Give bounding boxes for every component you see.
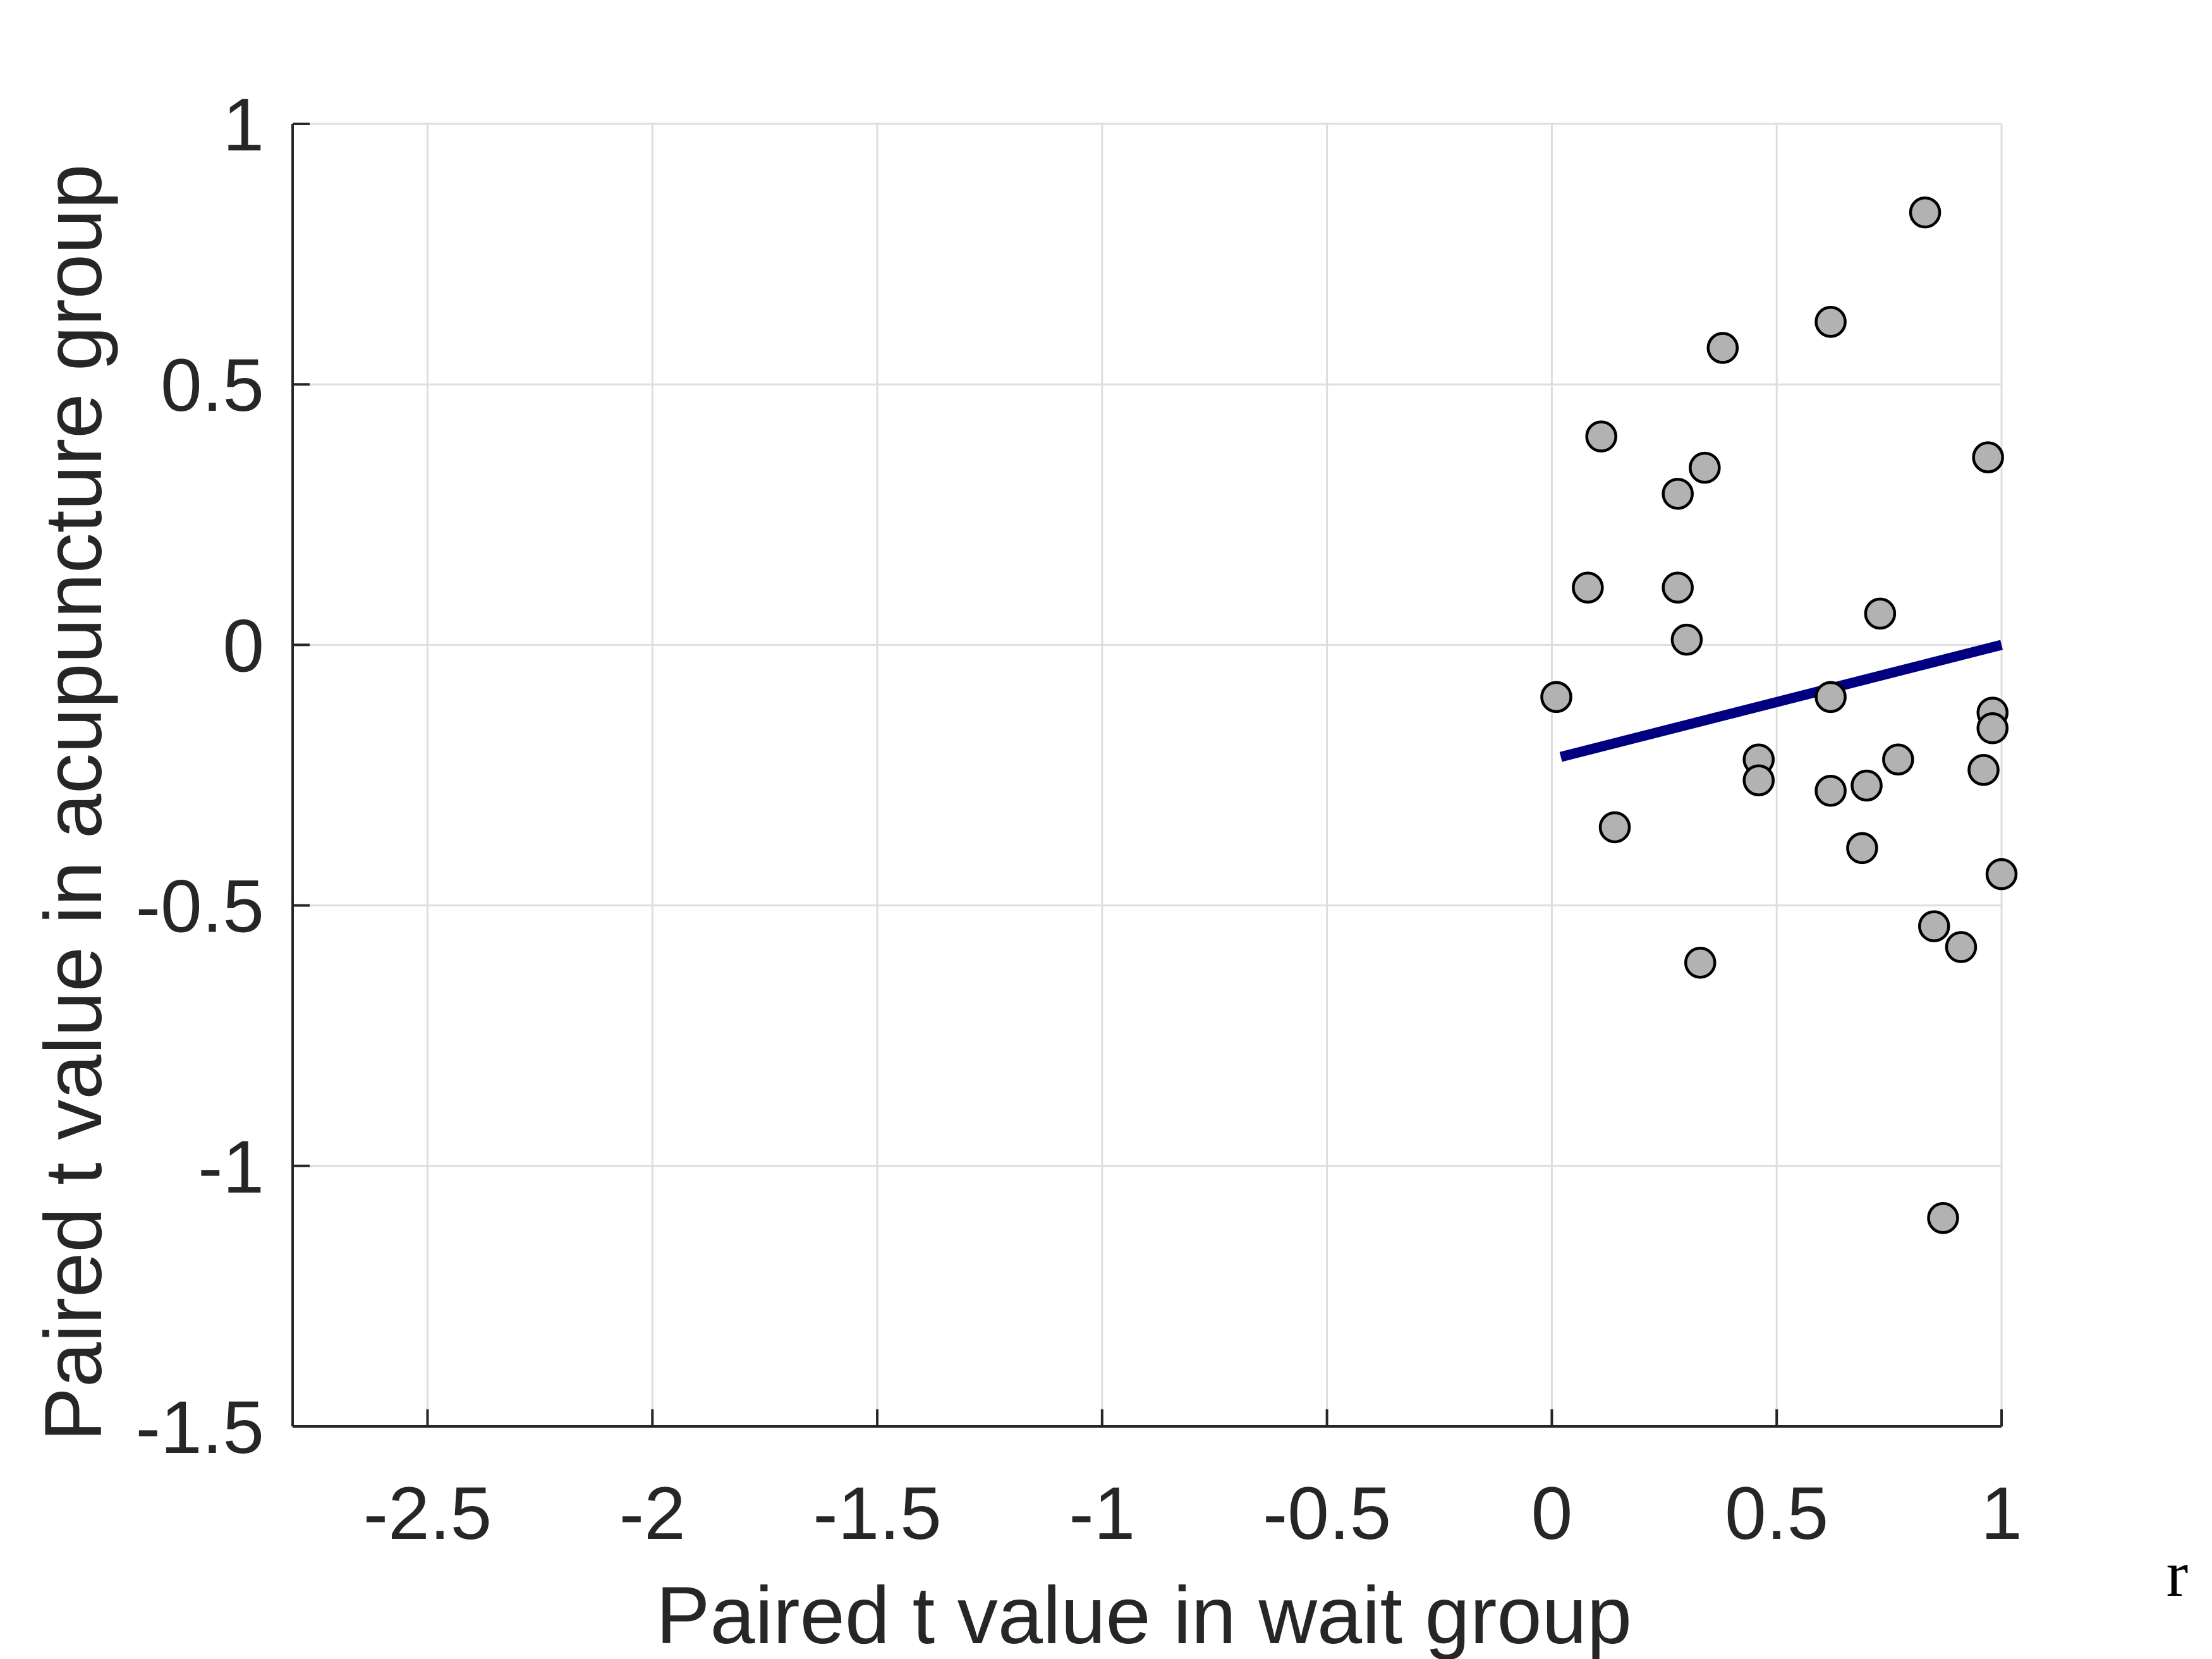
x-axis-label: Paired t value in wait group [656,1571,1632,1659]
scatter-point [1540,681,1572,714]
scatter-point [1976,712,2009,744]
fit-line [1559,640,2003,762]
scatter-point [1742,764,1775,796]
y-tick-label: -0.5 [136,865,264,949]
scatter-point [1670,623,1703,656]
scatter-point [1662,571,1694,604]
scatter-point [1598,811,1631,844]
y-tick-label: 0 [222,604,264,688]
x-axis-ticks: -2.5 -2 -1.5 -1 -0.5 0 0.5 1 [363,1409,2022,1555]
grid-lines [293,123,2003,1428]
x-tick-label: -1 [1069,1472,1135,1555]
scatter-point [1814,681,1847,714]
x-tick-label: -2 [619,1472,686,1555]
y-axis-ticks: -1.5 -1 -0.5 0 0.5 1 [136,83,310,1469]
y-tick-label: 0.5 [161,344,264,427]
axes [291,124,2002,1428]
scatter-point [1814,306,1847,338]
scatter-point [1846,832,1878,865]
scatter-point [1909,196,1942,229]
data-points [1540,196,2018,1234]
scatter-point [1985,858,2018,890]
y-tick-label: 1 [222,83,264,167]
scatter-point [1814,774,1847,807]
scatter-point [1864,597,1897,630]
x-tick-label: 0.5 [1725,1472,1828,1555]
y-axis-label: Paired t value in acupuncture group [28,164,119,1442]
scatter-point [1972,441,2004,473]
y-tick-label: -1.5 [136,1386,264,1469]
fit-line-group [1559,640,2003,762]
scatter-point [1684,947,1717,979]
scatter-point [1967,754,2000,786]
scatter-point [1662,478,1694,510]
scatter-point [1850,769,1883,802]
corner-label: r [2166,1538,2189,1610]
scatter-point [1572,571,1604,604]
x-tick-label: -0.5 [1263,1472,1391,1555]
x-tick-label: -1.5 [813,1472,941,1555]
x-tick-label: 0 [1531,1472,1573,1555]
scatter-point [1689,451,1721,484]
scatter-point [1945,931,1978,963]
y-tick-label: -1 [198,1126,264,1209]
scatter-point [1927,1201,1959,1234]
x-tick-label: -2.5 [363,1472,492,1555]
scatter-point [1918,910,1950,942]
scatter-point [1706,332,1739,364]
x-tick-label: 1 [1981,1472,2022,1555]
scatter-point [1585,420,1617,453]
scatter-point [1882,743,1914,776]
